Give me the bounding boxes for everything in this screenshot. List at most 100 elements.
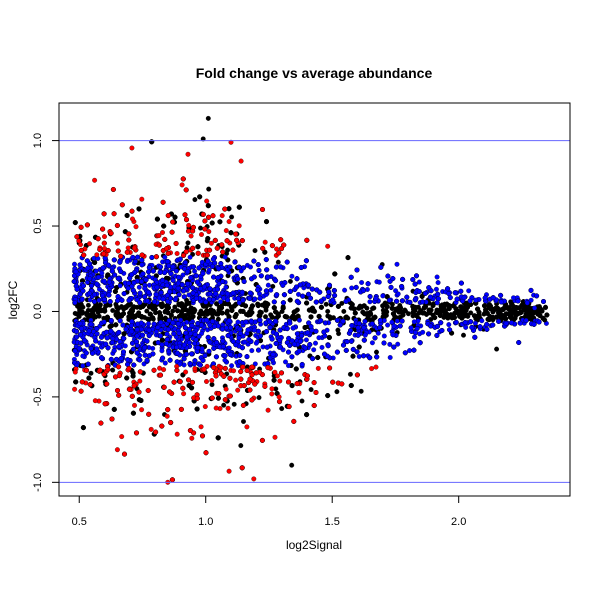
data-point [464, 304, 470, 310]
data-point [255, 287, 261, 293]
data-point [248, 264, 253, 270]
data-point [460, 309, 466, 315]
data-point [287, 297, 293, 303]
data-point [130, 254, 136, 260]
data-point [219, 305, 224, 311]
data-point [394, 318, 400, 324]
data-point [253, 340, 259, 346]
data-point [91, 307, 97, 313]
data-point [264, 301, 270, 307]
data-point [290, 325, 296, 331]
data-point [472, 320, 478, 326]
data-point [221, 402, 227, 408]
data-point [434, 310, 440, 315]
data-point [112, 289, 118, 294]
data-point [279, 406, 285, 412]
data-point [411, 319, 417, 325]
data-point [315, 355, 321, 360]
data-point [323, 301, 329, 307]
data-point [367, 299, 373, 305]
data-point [332, 271, 338, 277]
data-point [367, 294, 373, 299]
data-point [438, 303, 444, 309]
data-point [359, 280, 365, 285]
data-point [280, 305, 286, 311]
data-point [360, 309, 366, 315]
data-point [293, 366, 299, 372]
data-point [215, 395, 221, 401]
data-point [130, 410, 136, 416]
data-point [286, 363, 291, 369]
data-point [299, 398, 305, 404]
data-point [215, 435, 221, 441]
data-point [426, 307, 432, 313]
data-point [476, 313, 482, 319]
data-point [99, 270, 105, 276]
data-point [134, 304, 140, 310]
data-point [309, 306, 315, 312]
data-point [220, 322, 226, 328]
data-point [146, 269, 152, 275]
data-point [170, 277, 176, 283]
data-point [229, 363, 235, 369]
data-point [313, 328, 319, 334]
data-point [302, 325, 308, 330]
data-point [73, 379, 79, 385]
data-point [147, 311, 153, 317]
data-point [367, 310, 373, 316]
data-point [446, 313, 452, 319]
data-point [138, 398, 144, 403]
data-point [122, 229, 128, 235]
data-point [206, 267, 212, 273]
data-point [172, 304, 178, 310]
data-point [371, 315, 377, 321]
data-point [511, 295, 516, 301]
data-point [289, 273, 295, 279]
data-point [249, 303, 255, 309]
data-point [269, 314, 275, 320]
data-point [318, 304, 324, 310]
data-point [77, 310, 83, 316]
data-point [249, 310, 255, 315]
data-point [84, 310, 90, 316]
data-point [381, 310, 387, 316]
data-point [136, 206, 142, 212]
data-point [335, 303, 341, 309]
data-point [174, 350, 180, 356]
data-point [182, 313, 188, 319]
data-point [407, 348, 412, 354]
data-point [311, 347, 317, 353]
data-point [205, 236, 211, 241]
data-point [86, 375, 92, 381]
data-point [453, 306, 459, 312]
data-points [71, 115, 550, 485]
data-point [283, 359, 288, 365]
data-point [496, 318, 502, 324]
data-point [287, 278, 293, 284]
data-point [486, 317, 492, 322]
data-point [229, 307, 235, 313]
data-point [252, 248, 258, 254]
data-point [299, 333, 305, 339]
data-point [418, 308, 424, 314]
data-point [490, 309, 496, 315]
data-point [187, 254, 193, 260]
data-point [136, 313, 142, 319]
data-point [517, 320, 523, 326]
data-point [381, 333, 387, 339]
data-point [296, 317, 302, 323]
data-point [77, 291, 83, 297]
data-point [211, 309, 217, 315]
data-point [534, 293, 540, 299]
data-point [479, 318, 485, 324]
data-point [524, 300, 530, 306]
data-point [147, 282, 152, 288]
data-point [271, 305, 277, 311]
data-point [104, 302, 110, 308]
data-point [356, 344, 362, 350]
data-point [97, 286, 102, 292]
data-point [516, 305, 522, 311]
data-point [348, 383, 354, 388]
data-point [240, 308, 246, 314]
data-point [387, 355, 393, 360]
